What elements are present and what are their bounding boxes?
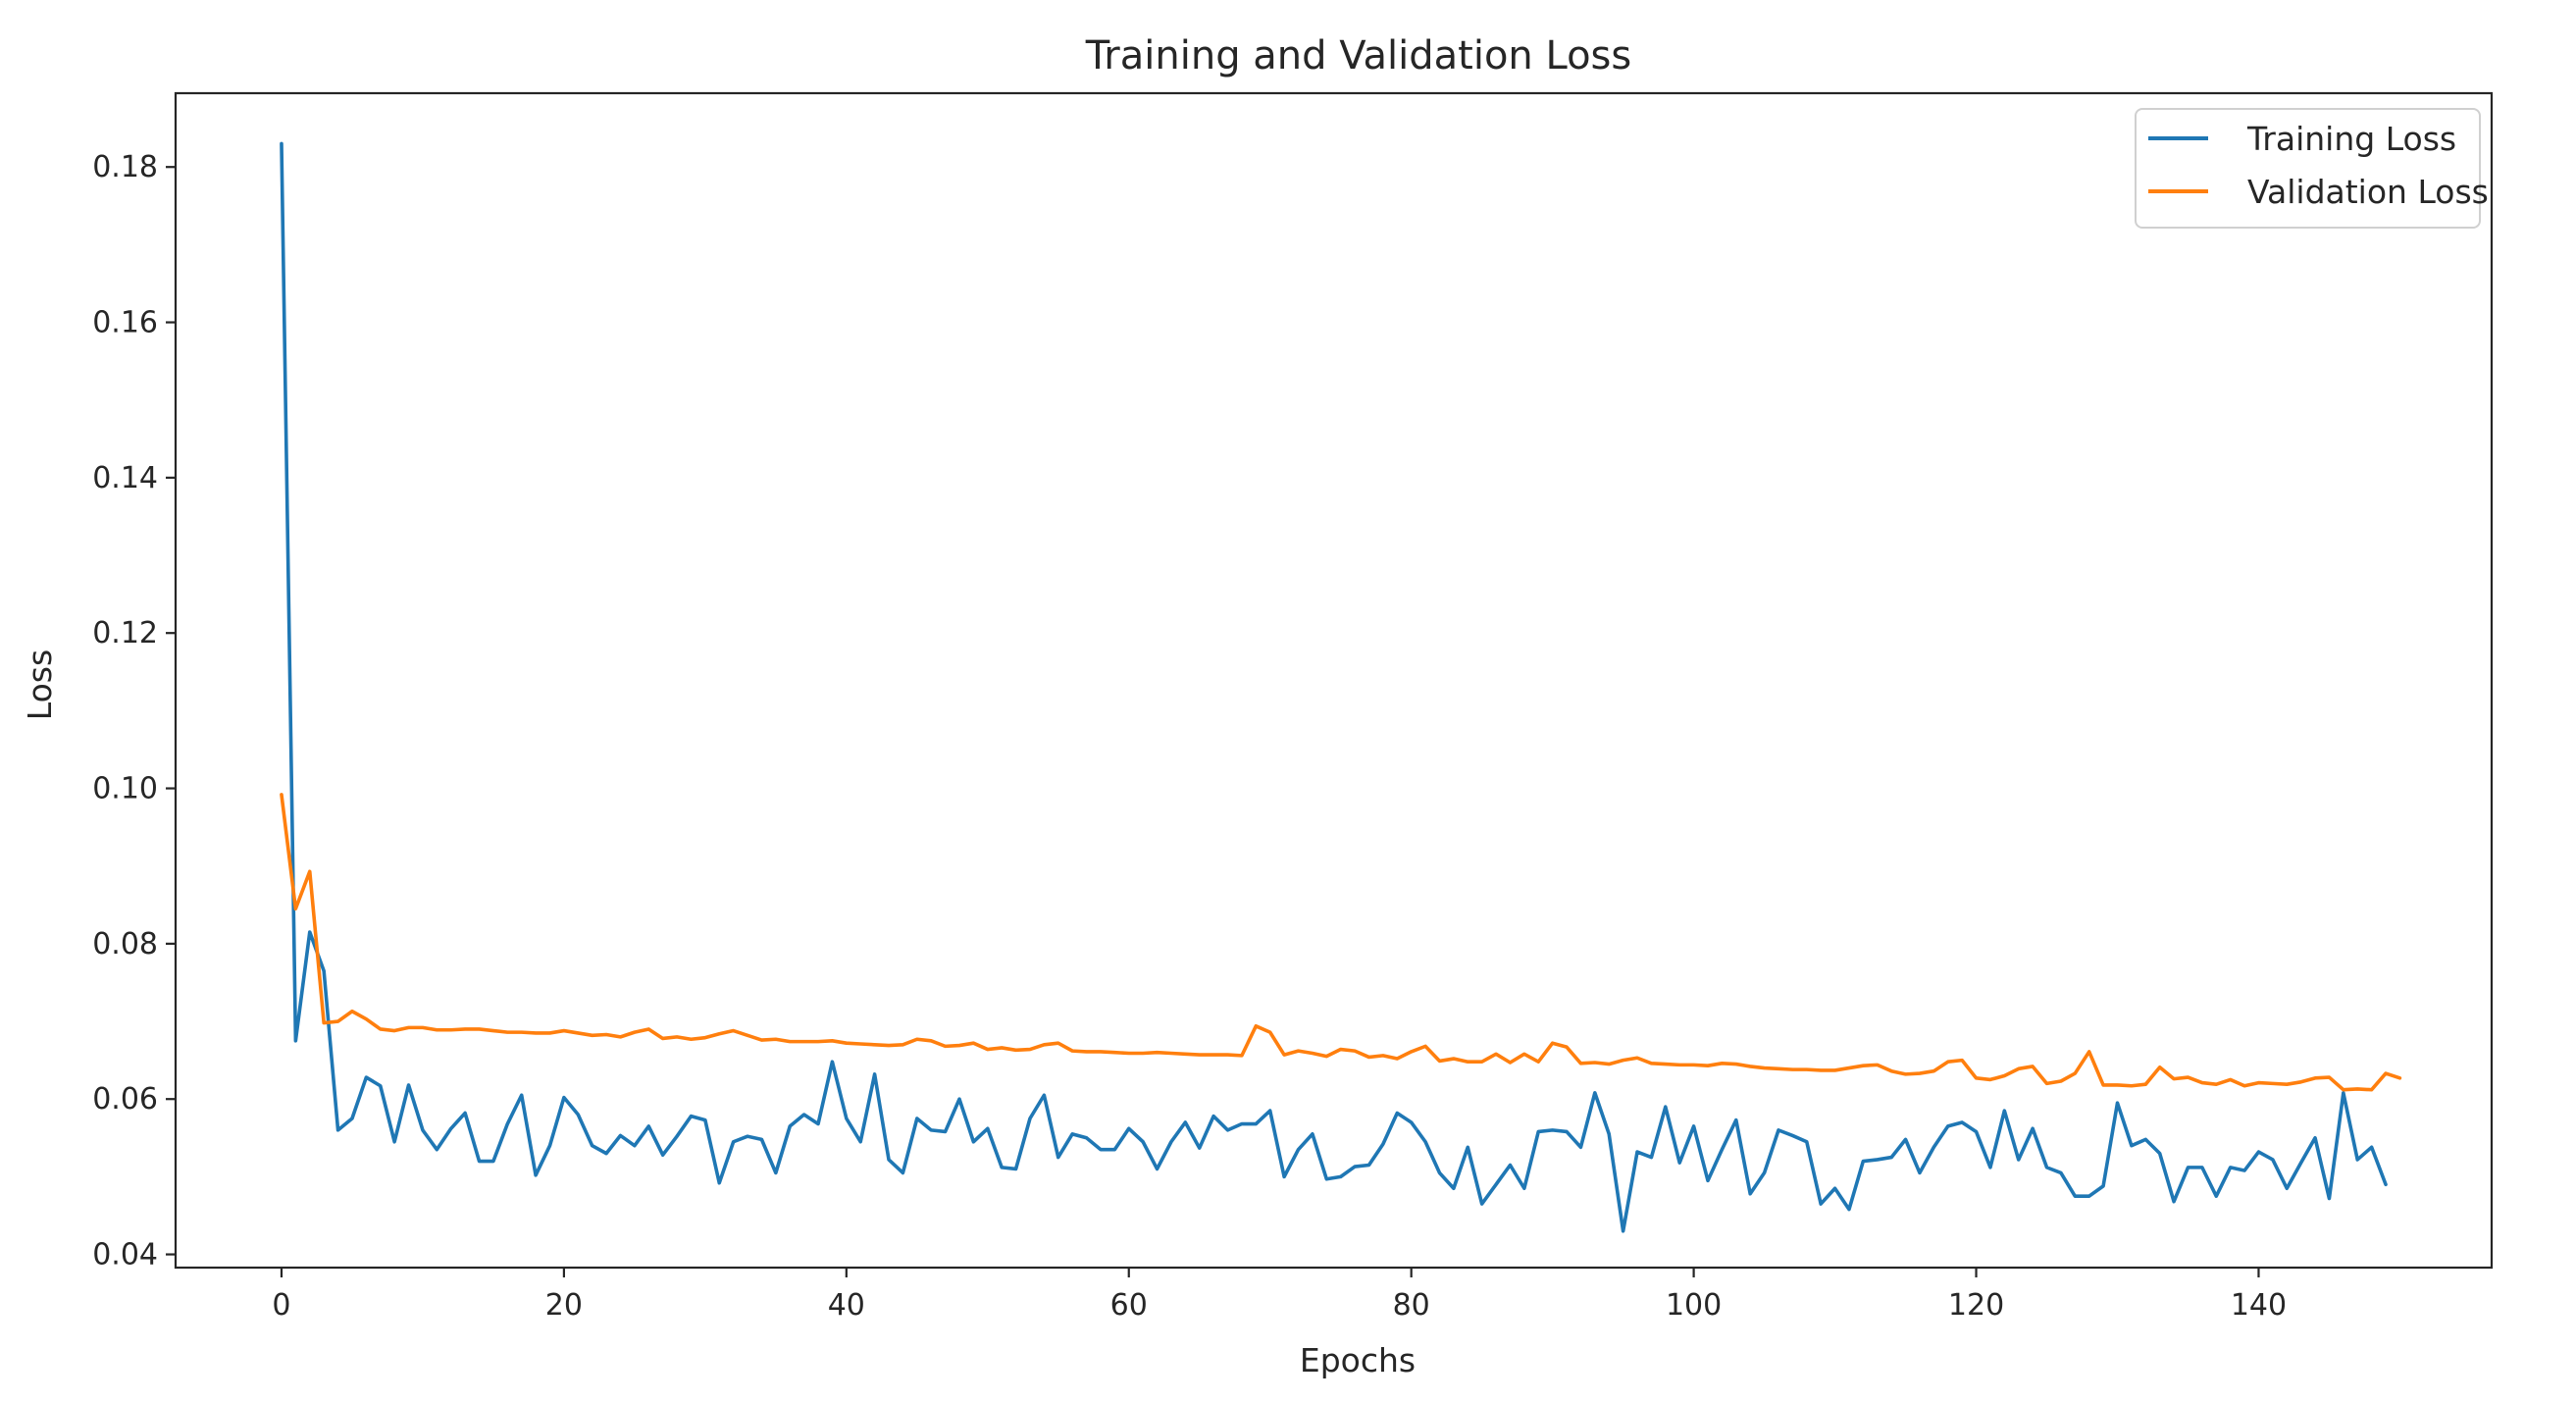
x-tick-label: 140 <box>2231 1288 2287 1323</box>
x-tick-label: 60 <box>1110 1288 1148 1323</box>
legend-label-validation: Validation Loss <box>2247 173 2489 211</box>
y-tick-label: 0.12 <box>92 616 158 650</box>
legend: Training Loss Validation Loss <box>2135 108 2489 229</box>
validation-loss-line <box>280 793 2402 1092</box>
x-tick-label: 40 <box>828 1288 865 1323</box>
y-tick-label: 0.16 <box>92 306 158 340</box>
y-tick-label: 0.14 <box>92 461 158 495</box>
y-tick-label: 0.04 <box>92 1238 158 1273</box>
y-axis-label: Loss <box>21 650 59 720</box>
y-tick-label: 0.18 <box>92 150 158 184</box>
x-tick-label: 0 <box>272 1288 290 1323</box>
x-tick-label: 20 <box>545 1288 583 1323</box>
y-tick-label: 0.10 <box>92 772 158 806</box>
x-tick-label: 80 <box>1393 1288 1430 1323</box>
legend-box <box>2135 108 2481 229</box>
x-axis-label: Epochs <box>1300 1341 1416 1379</box>
y-tick-label: 0.08 <box>92 927 158 961</box>
plot-frame <box>174 91 2494 1270</box>
x-tick-label: 120 <box>1948 1288 2004 1323</box>
series-layer <box>280 141 2402 1233</box>
x-axis-ticks: 0 20 40 60 80 100 120 140 <box>272 1268 2287 1323</box>
legend-label-training: Training Loss <box>2246 120 2456 158</box>
y-axis-ticks: 0.04 0.06 0.08 0.10 0.12 0.14 0.16 0.18 <box>92 150 176 1273</box>
y-tick-label: 0.06 <box>92 1082 158 1117</box>
chart-title: Training and Validation Loss <box>1085 33 1631 78</box>
x-tick-label: 100 <box>1666 1288 1722 1323</box>
training-loss-line <box>280 141 2388 1233</box>
